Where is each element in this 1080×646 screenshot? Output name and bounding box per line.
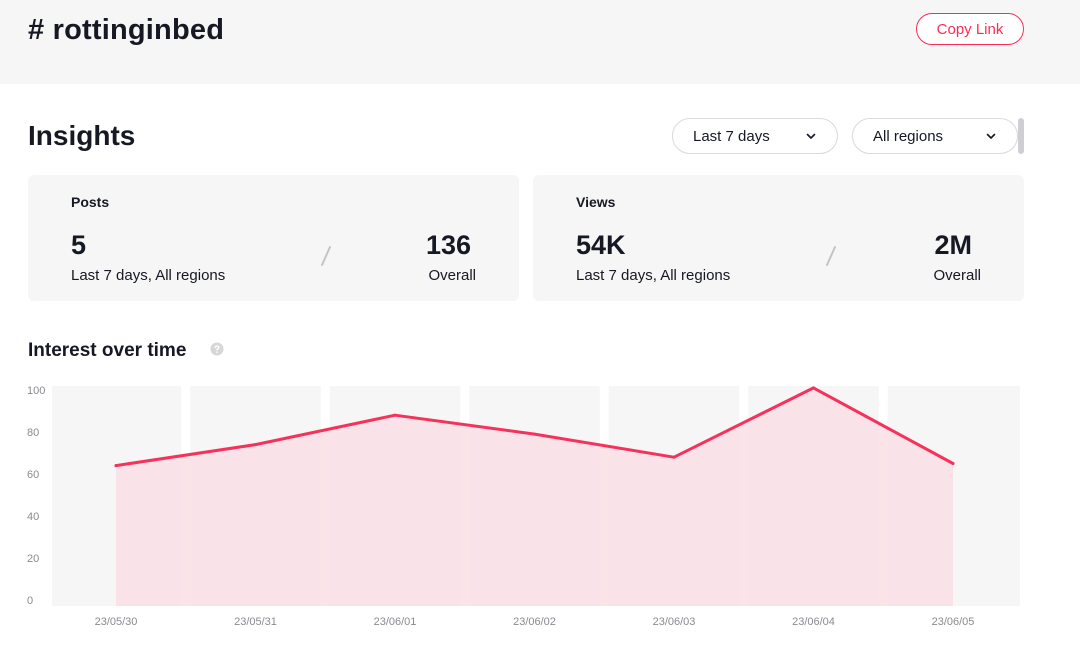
data-point-23/05/31	[254, 443, 257, 447]
series-area	[116, 387, 953, 606]
divider-slash-icon	[321, 246, 331, 266]
period-dropdown-value: Last 7 days	[693, 127, 770, 145]
posts-recent-value: 5	[71, 230, 87, 260]
divider-slash-icon	[826, 246, 836, 266]
x-tick-label: 23/05/31	[234, 616, 277, 628]
x-tick-label: 23/06/05	[932, 616, 975, 628]
posts-recent-caption: Last 7 days, All regions	[71, 267, 226, 284]
data-point-23/06/01	[393, 413, 397, 417]
interest-over-time-title: Interest over time	[28, 340, 187, 361]
data-point-23/06/05	[951, 462, 955, 465]
posts-overall-caption: Overall	[428, 267, 476, 284]
views-card: Views 54K Last 7 days, All regions 2M Ov…	[533, 175, 1024, 301]
views-overall-caption: Overall	[933, 267, 981, 284]
views-label: Views	[576, 194, 616, 210]
hashtag-title: # rottinginbed	[28, 14, 225, 46]
data-point-23/06/02	[533, 432, 536, 436]
views-recent-caption: Last 7 days, All regions	[576, 267, 731, 284]
insights-title: Insights	[28, 120, 136, 151]
y-tick-label: 20	[27, 553, 39, 565]
scrollbar-thumb[interactable]	[1018, 118, 1024, 154]
x-tick-label: 23/06/01	[374, 616, 417, 628]
y-tick-label: 0	[27, 595, 33, 607]
posts-card: Posts 5 Last 7 days, All regions 136 Ove…	[28, 175, 519, 301]
copy-link-button[interactable]: Copy Link	[916, 13, 1024, 45]
views-overall-value: 2M	[934, 230, 972, 260]
x-tick-label: 23/06/03	[653, 616, 696, 628]
y-tick-label: 80	[27, 427, 39, 439]
posts-overall-value: 136	[425, 230, 471, 260]
chevron-down-icon	[986, 133, 996, 139]
y-tick-label: 100	[27, 385, 45, 397]
region-dropdown-value: All regions	[873, 127, 944, 145]
data-point-23/06/03	[672, 455, 676, 459]
chevron-down-icon	[806, 133, 816, 139]
hashtag-header: # rottinginbed Copy Link	[0, 0, 1080, 84]
x-tick-label: 23/06/04	[792, 616, 835, 628]
posts-label: Posts	[71, 194, 110, 210]
y-tick-label: 40	[27, 511, 39, 523]
y-tick-label: 60	[27, 469, 39, 481]
data-point-23/05/30	[114, 464, 118, 468]
period-dropdown[interactable]: Last 7 days	[672, 118, 838, 154]
views-recent-value: 54K	[576, 230, 626, 260]
interest-chart: 0 20 40 60 80 100 23/05/30 23/05/31 23/06/01 23/0…	[27, 385, 1020, 628]
x-tick-label: 23/05/30	[95, 616, 138, 628]
x-tick-label: 23/06/02	[513, 616, 556, 628]
data-point-23/06/04	[812, 386, 815, 390]
region-dropdown[interactable]: All regions	[852, 118, 1018, 154]
help-icon[interactable]	[210, 342, 224, 356]
